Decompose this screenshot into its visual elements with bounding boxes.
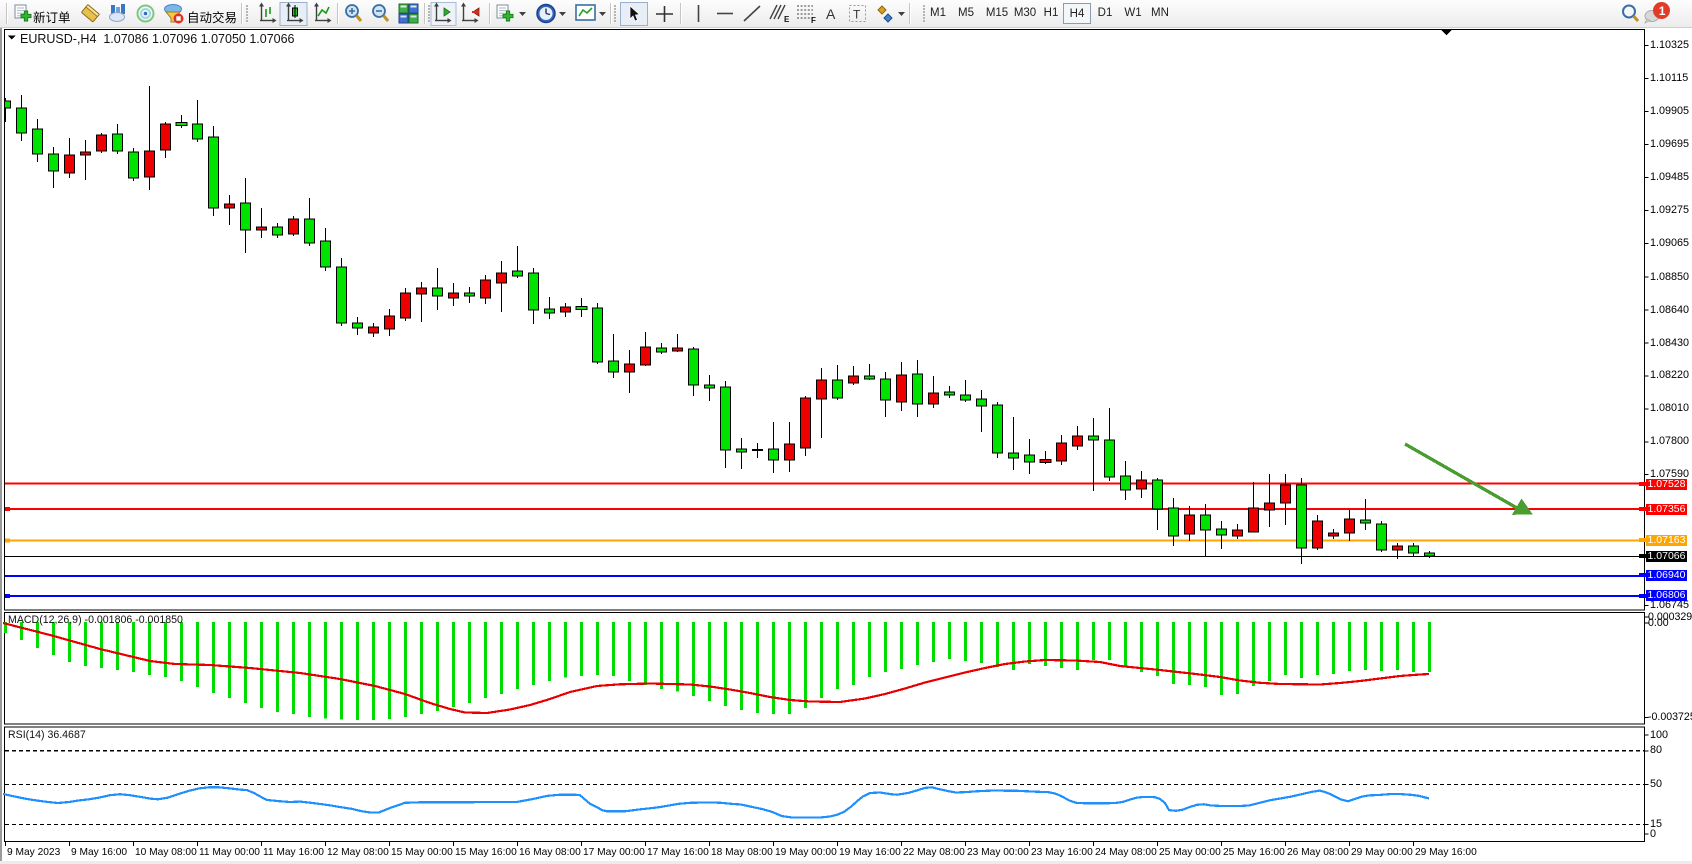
svg-text:T: T [853,8,861,22]
svg-text:A: A [826,6,836,22]
svg-text:E: E [784,15,790,24]
svg-text:F: F [811,16,816,25]
svg-text:1: 1 [1659,4,1666,18]
